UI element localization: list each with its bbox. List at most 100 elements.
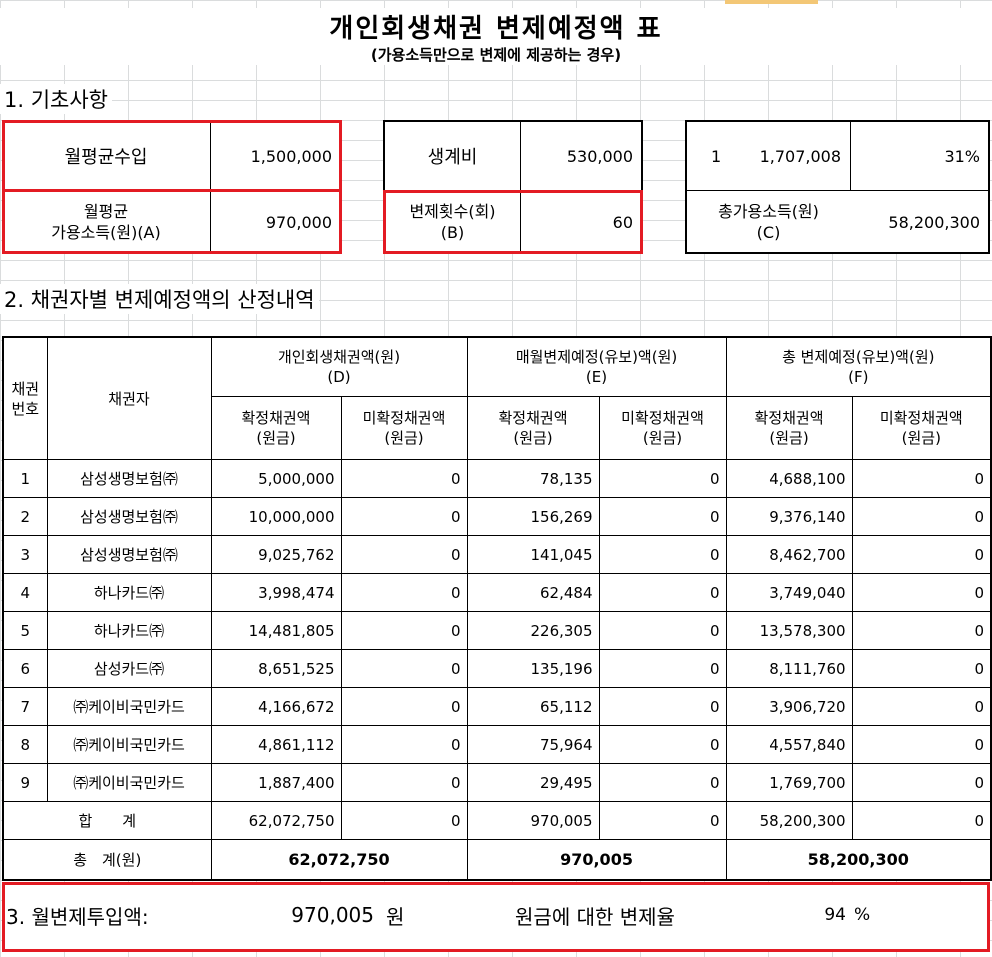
row-e-unconfirmed[interactable]: 0 [598, 611, 727, 650]
row-f-unconfirmed[interactable]: 0 [851, 649, 992, 688]
header-group-d-line2: (D) [327, 368, 351, 386]
row-e-confirmed[interactable]: 75,964 [466, 725, 600, 764]
row-d-unconfirmed[interactable]: 0 [340, 459, 468, 498]
subtotal-d-unconfirmed[interactable]: 0 [340, 801, 468, 840]
row-creditor: ㈜케이비국민카드 [46, 687, 212, 726]
row-f-unconfirmed[interactable]: 0 [851, 459, 992, 498]
header-no: 채권 번호 [2, 336, 48, 460]
subtotal-f-unconfirmed[interactable]: 0 [851, 801, 992, 840]
monthly-income-value[interactable]: 1,500,000 [250, 146, 332, 166]
row-f-unconfirmed[interactable]: 0 [851, 763, 992, 802]
row-d-unconfirmed[interactable]: 0 [340, 573, 468, 612]
avg-disposable-value[interactable]: 970,000 [265, 212, 332, 232]
subtotal-e-unconfirmed[interactable]: 0 [598, 801, 727, 840]
row-d-unconfirmed[interactable]: 0 [340, 725, 468, 764]
row-f-confirmed[interactable]: 13,578,300 [725, 611, 853, 650]
row-e-confirmed[interactable]: 141,045 [466, 535, 600, 574]
grand-total-d[interactable]: 62,072,750 [210, 839, 468, 881]
row-d-unconfirmed[interactable]: 0 [340, 687, 468, 726]
row-e-unconfirmed[interactable]: 0 [598, 649, 727, 688]
row-e-unconfirmed[interactable]: 0 [598, 535, 727, 574]
row-d-confirmed[interactable]: 5,000,000 [210, 459, 342, 498]
row-e-confirmed[interactable]: 65,112 [466, 687, 600, 726]
row-e-confirmed[interactable]: 78,135 [466, 459, 600, 498]
row-e-unconfirmed[interactable]: 0 [598, 497, 727, 536]
row-f-confirmed[interactable]: 3,906,720 [725, 687, 853, 726]
subtotal-e-confirmed[interactable]: 970,005 [466, 801, 600, 840]
ratio-percent[interactable]: 31% [944, 146, 980, 166]
row-d-confirmed[interactable]: 4,166,672 [210, 687, 342, 726]
header-label: (원금) [256, 429, 296, 447]
row-f-unconfirmed[interactable]: 0 [851, 611, 992, 650]
divider [520, 120, 521, 254]
row-e-unconfirmed[interactable]: 0 [598, 725, 727, 764]
subtotal-f-confirmed[interactable]: 58,200,300 [725, 801, 853, 840]
row-d-confirmed[interactable]: 1,887,400 [210, 763, 342, 802]
row-f-confirmed[interactable]: 8,111,760 [725, 649, 853, 688]
row-no: 3 [2, 535, 48, 574]
row-f-confirmed[interactable]: 4,557,840 [725, 725, 853, 764]
total-disposable-value[interactable]: 58,200,300 [888, 212, 980, 232]
grand-total-f[interactable]: 58,200,300 [725, 839, 992, 881]
row-f-unconfirmed[interactable]: 0 [851, 497, 992, 536]
row-e-confirmed[interactable]: 156,269 [466, 497, 600, 536]
repay-count-label-line1: 변제횟수(회) [409, 202, 496, 221]
total-disposable-label: 총가용소득(원) (C) [687, 191, 850, 253]
header-label: (원금) [769, 429, 809, 447]
row-no: 6 [2, 649, 48, 688]
row-e-unconfirmed[interactable]: 0 [598, 459, 727, 498]
ratio-index: 1 [711, 146, 722, 166]
row-f-confirmed[interactable]: 8,462,700 [725, 535, 853, 574]
ratio-amount[interactable]: 1,707,008 [759, 146, 841, 166]
header-label: (원금) [384, 429, 424, 447]
row-d-confirmed[interactable]: 8,651,525 [210, 649, 342, 688]
header-group-e-line1: 매월변제예정(유보)액(원) [515, 348, 678, 366]
table-row: 1 삼성생명보험㈜ 5,000,000 0 78,135 0 4,688,100 0 [2, 459, 992, 498]
row-d-unconfirmed[interactable]: 0 [340, 611, 468, 650]
row-e-confirmed[interactable]: 135,196 [466, 649, 600, 688]
creditor-table: 채권 번호 채권자 개인회생채권액(원) (D) 매월변제예정(유보)액(원) … [2, 336, 992, 881]
row-no: 9 [2, 763, 48, 802]
row-d-confirmed[interactable]: 9,025,762 [210, 535, 342, 574]
subtotal-label: 합 계 [2, 801, 212, 840]
monthly-repayment-amount[interactable]: 970,005 [291, 903, 374, 927]
repayment-rate-value[interactable]: 94 [824, 905, 846, 925]
row-f-confirmed[interactable]: 4,688,100 [725, 459, 853, 498]
row-no: 2 [2, 497, 48, 536]
grand-total-row: 총 계(원) 62,072,750 970,005 58,200,300 [2, 839, 992, 881]
header-label: 확정채권액 [754, 409, 824, 427]
row-f-confirmed[interactable]: 1,769,700 [725, 763, 853, 802]
row-e-confirmed[interactable]: 226,305 [466, 611, 600, 650]
row-f-confirmed[interactable]: 9,376,140 [725, 497, 853, 536]
row-f-unconfirmed[interactable]: 0 [851, 687, 992, 726]
row-no: 4 [2, 573, 48, 612]
row-f-unconfirmed[interactable]: 0 [851, 535, 992, 574]
repay-count-value[interactable]: 60 [612, 212, 633, 232]
subtotal-d-confirmed[interactable]: 62,072,750 [210, 801, 342, 840]
row-d-confirmed[interactable]: 10,000,000 [210, 497, 342, 536]
row-d-unconfirmed[interactable]: 0 [340, 497, 468, 536]
grand-total-e[interactable]: 970,005 [466, 839, 727, 881]
header-label: (원금) [642, 429, 683, 447]
row-d-confirmed[interactable]: 3,998,474 [210, 573, 342, 612]
row-f-unconfirmed[interactable]: 0 [851, 725, 992, 764]
row-e-unconfirmed[interactable]: 0 [598, 573, 727, 612]
row-e-confirmed[interactable]: 62,484 [466, 573, 600, 612]
row-no: 7 [2, 687, 48, 726]
row-d-unconfirmed[interactable]: 0 [340, 649, 468, 688]
row-d-confirmed[interactable]: 14,481,805 [210, 611, 342, 650]
row-f-unconfirmed[interactable]: 0 [851, 573, 992, 612]
header-label: 미확정채권액 [879, 409, 963, 427]
row-d-unconfirmed[interactable]: 0 [340, 535, 468, 574]
row-d-unconfirmed[interactable]: 0 [340, 763, 468, 802]
divider [850, 120, 851, 191]
row-e-confirmed[interactable]: 29,495 [466, 763, 600, 802]
table-body: 1 삼성생명보험㈜ 5,000,000 0 78,135 0 4,688,100 0 2 삼성생명… [2, 459, 992, 802]
table-row: 6 삼성카드㈜ 8,651,525 0 135,196 0 8,111,760 0 [2, 649, 992, 688]
header-label: 미확정채권액 [621, 409, 704, 427]
row-d-confirmed[interactable]: 4,861,112 [210, 725, 342, 764]
row-e-unconfirmed[interactable]: 0 [598, 763, 727, 802]
row-f-confirmed[interactable]: 3,749,040 [725, 573, 853, 612]
living-cost-value[interactable]: 530,000 [566, 146, 633, 166]
row-e-unconfirmed[interactable]: 0 [598, 687, 727, 726]
